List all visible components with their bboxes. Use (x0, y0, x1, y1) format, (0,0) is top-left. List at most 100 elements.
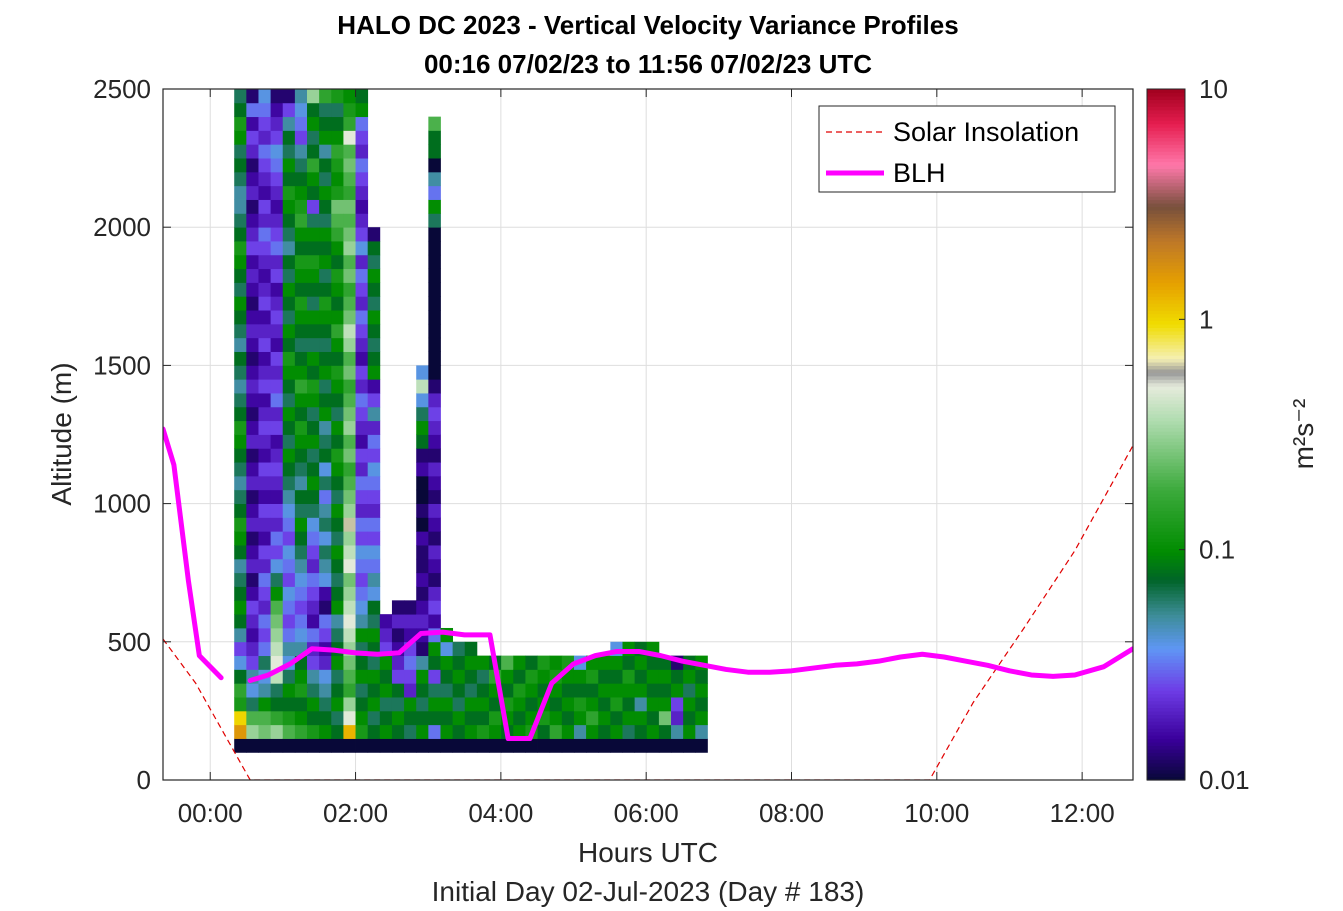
heatmap-cell (331, 379, 344, 394)
heatmap-cell (319, 268, 332, 283)
heatmap-cell (598, 669, 611, 684)
heatmap-cell (367, 517, 381, 532)
colorbar-strip (1147, 596, 1185, 601)
colorbar-strip (1147, 258, 1185, 263)
heatmap-cell (646, 669, 660, 684)
heatmap-cell (452, 738, 466, 753)
heatmap-cell (258, 337, 271, 352)
heatmap-cell (246, 241, 259, 256)
colorbar-strip (1147, 503, 1185, 508)
heatmap-cell (428, 130, 441, 145)
heatmap-cell (428, 323, 441, 339)
heatmap-cell (307, 434, 320, 449)
heatmap-cell (246, 282, 259, 297)
heatmap-cell (246, 158, 259, 173)
colorbar-strip (1147, 413, 1185, 418)
heatmap-cell (319, 282, 332, 297)
heatmap-cell (428, 406, 441, 422)
colorbar-strip (1147, 410, 1185, 415)
heatmap-cell (307, 310, 320, 325)
heatmap-cell (416, 503, 429, 518)
x-tick-label: 00:00 (178, 798, 243, 828)
heatmap-cell (355, 683, 369, 698)
heatmap-cell (319, 503, 332, 518)
heatmap-cell (270, 614, 284, 629)
heatmap-cell (428, 213, 441, 228)
heatmap-cell (246, 185, 259, 200)
heatmap-cell (234, 738, 247, 753)
heatmap-cell (234, 254, 247, 270)
heatmap-cell (428, 144, 441, 159)
heatmap-cell (307, 517, 320, 532)
heatmap-cell (343, 448, 356, 463)
heatmap-cell (246, 475, 259, 491)
heatmap-cell (428, 185, 441, 200)
heatmap-cell (355, 586, 369, 601)
heatmap-cell (319, 406, 332, 422)
heatmap-cell (307, 393, 320, 408)
y-tick-label: 0 (137, 765, 151, 795)
colorbar-strip (1147, 762, 1185, 767)
colorbar-strip (1147, 517, 1185, 522)
heatmap-cell (307, 545, 320, 560)
heatmap-cell (246, 379, 259, 394)
heatmap-cell (525, 738, 538, 753)
heatmap-cell (331, 738, 344, 753)
heatmap-cell (282, 489, 296, 504)
colorbar-strip (1147, 700, 1185, 705)
colorbar-strip (1147, 627, 1185, 633)
heatmap-cell (586, 710, 599, 726)
heatmap-cell (270, 545, 284, 560)
colorbar-strip (1147, 565, 1185, 570)
heatmap-cell (440, 655, 454, 670)
heatmap-cell (331, 503, 344, 518)
heatmap-cell (270, 586, 284, 601)
colorbar-strip (1147, 399, 1185, 404)
heatmap-cell (270, 365, 284, 380)
chart-title: HALO DC 2023 - Vertical Velocity Varianc… (337, 10, 958, 40)
heatmap-cell (513, 710, 526, 726)
legend-box (818, 105, 1116, 193)
colorbar-strip (1147, 275, 1185, 280)
heatmap-cell (646, 697, 660, 712)
heatmap-cell (331, 171, 344, 187)
colorbar-strip (1147, 693, 1185, 698)
plot-frame (162, 88, 1134, 781)
colorbar-strip (1147, 441, 1185, 446)
colorbar-strip (1147, 648, 1185, 653)
heatmap-cell (307, 586, 320, 601)
heatmap-cell (234, 337, 247, 352)
heatmap-cell (234, 213, 247, 228)
heatmap-cell (331, 586, 344, 601)
colorbar-strip (1147, 234, 1185, 239)
heatmap-cell (379, 710, 393, 726)
heatmap-cell (258, 310, 271, 325)
heatmap-cell (367, 282, 381, 297)
heatmap-cell (246, 351, 259, 366)
colorbar-strip (1147, 355, 1185, 360)
heatmap-cell (270, 337, 284, 352)
heatmap-cell (246, 641, 259, 657)
colorbar-strip (1147, 538, 1185, 543)
heatmap-cell (282, 697, 296, 712)
heatmap-cell (258, 475, 271, 491)
heatmap-cell (610, 710, 623, 726)
colorbar-strip (1147, 707, 1185, 712)
heatmap-cell (319, 697, 332, 712)
heatmap-cell (319, 614, 332, 629)
heatmap-cell (343, 310, 356, 325)
heatmap-cell (355, 710, 369, 726)
heatmap-cell (476, 710, 490, 726)
heatmap-cell (319, 434, 332, 449)
heatmap-cell (307, 669, 320, 684)
heatmap-cell (428, 517, 441, 532)
colorbar-strip (1147, 306, 1185, 311)
heatmap-cell (319, 144, 332, 159)
heatmap-cell (355, 434, 369, 449)
heatmap-cell (282, 724, 296, 739)
heatmap-cell (307, 697, 320, 712)
heatmap-cell (489, 697, 502, 712)
heatmap-cell (282, 738, 296, 753)
heatmap-cell (234, 116, 247, 131)
heatmap-cell (294, 130, 308, 145)
